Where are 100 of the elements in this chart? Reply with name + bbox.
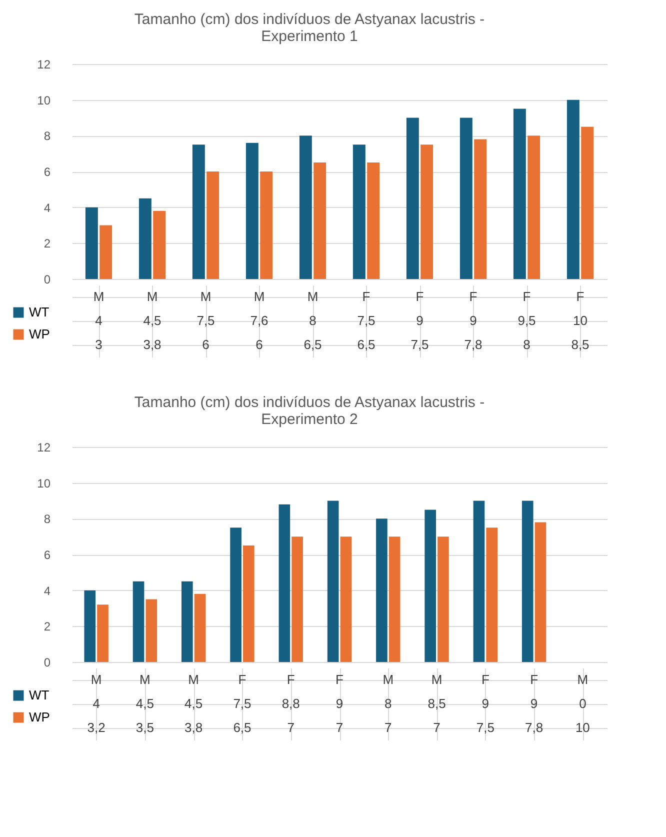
data-label: 7 [287, 720, 294, 735]
y-tick-label: 2 [44, 236, 51, 251]
data-label: 3,8 [143, 337, 162, 352]
bar [181, 581, 193, 662]
chart-title: Tamanho (cm) dos indivíduos de Astyanax lacustris - Experimento 1 [134, 11, 485, 45]
bar [438, 536, 449, 662]
data-label: 8 [309, 313, 316, 328]
y-tick-label: 8 [44, 512, 51, 526]
bar [299, 136, 312, 279]
x-tick-label: F [481, 672, 490, 687]
data-label: 8,5 [571, 337, 590, 352]
x-tick-label: F [416, 289, 424, 304]
data-label: 4 [92, 696, 100, 711]
y-tick-label: 10 [37, 93, 51, 108]
bar [85, 207, 98, 279]
data-label: 7 [433, 720, 440, 735]
x-tick-label: F [362, 289, 370, 304]
bar [367, 162, 380, 279]
bar [230, 528, 242, 662]
y-tick-label: 4 [44, 200, 51, 215]
x-tick-label: F [286, 672, 295, 687]
data-label: 7,8 [525, 720, 544, 735]
legend-label: WT [29, 688, 50, 702]
x-tick-label: M [431, 672, 442, 687]
data-label: 7,8 [464, 337, 482, 352]
bar [206, 172, 220, 279]
data-label: 6 [256, 337, 263, 352]
bar [132, 581, 144, 662]
data-label: 7,5 [233, 696, 252, 711]
data-label: 3,8 [184, 720, 203, 735]
bar [460, 118, 472, 279]
data-label: 9 [336, 696, 344, 711]
data-label: 6,5 [233, 720, 252, 735]
y-tick-label: 12 [37, 440, 51, 454]
x-tick-label: F [238, 672, 246, 687]
bar [97, 604, 108, 662]
y-tick-label: 8 [44, 129, 51, 144]
data-label: 8,8 [282, 696, 300, 711]
data-label: 3,2 [87, 720, 106, 735]
text: 10 [575, 720, 590, 735]
data-label: 9 [416, 313, 424, 328]
legend-label: WT [29, 304, 50, 320]
bar [292, 536, 303, 662]
bar [138, 198, 152, 279]
bar [352, 144, 366, 279]
bar [314, 162, 326, 279]
data-label: 9 [482, 696, 490, 711]
data-label: 6 [202, 337, 210, 352]
data-label: 10 [573, 313, 588, 328]
y-tick-label: 2 [44, 620, 51, 634]
y-tick-label: 0 [44, 656, 51, 670]
bar [486, 528, 498, 662]
data-label: 0 [579, 696, 586, 711]
y-tick-label: 4 [44, 584, 51, 598]
y-tick-label: 6 [44, 165, 51, 179]
bar [581, 126, 594, 279]
data-label: 9,5 [518, 313, 536, 328]
x-tick-label: M [382, 672, 394, 687]
data-label: 7 [336, 720, 344, 735]
bar [246, 142, 258, 279]
bar [424, 510, 436, 662]
data-label: 4,5 [184, 696, 203, 711]
x-tick-label: M [90, 672, 102, 687]
bar [388, 536, 400, 662]
bar [513, 108, 526, 279]
data-label: 6,5 [304, 337, 322, 352]
data-label: 7,5 [410, 337, 429, 352]
x-tick-label: M [577, 672, 588, 687]
bar [420, 144, 434, 279]
bar [192, 144, 205, 279]
x-tick-label: M [307, 289, 318, 304]
x-tick-label: M [200, 289, 212, 304]
bar [100, 225, 112, 279]
data-label: 8,5 [428, 696, 446, 711]
bar [474, 139, 487, 279]
bar [376, 518, 388, 662]
bar [327, 500, 339, 662]
data-label: 4,5 [143, 313, 162, 328]
bar [243, 546, 254, 662]
data-label: 7,5 [357, 313, 376, 328]
x-tick-label: M [254, 289, 265, 304]
x-tick-label: M [188, 672, 200, 687]
bar [146, 599, 158, 662]
data-label: 6,5 [357, 337, 376, 352]
chart-title: Tamanho (cm) dos indivíduos de Astyanax lacustris - Experimento 2 [134, 394, 485, 428]
bar [566, 100, 580, 279]
bar [522, 500, 534, 662]
data-label: 7,6 [250, 313, 268, 328]
bar [260, 172, 273, 279]
bar [340, 536, 352, 662]
y-tick-label: 6 [44, 548, 51, 562]
data-label: 7,5 [196, 313, 215, 328]
legend-label: WP [29, 326, 50, 342]
bar [534, 522, 546, 662]
data-label: 4 [95, 313, 102, 328]
bar [473, 500, 485, 662]
x-tick-label: M [93, 289, 104, 304]
y-tick-label: 10 [37, 476, 51, 490]
data-label: 9 [470, 313, 477, 328]
data-label: 8 [523, 337, 530, 352]
